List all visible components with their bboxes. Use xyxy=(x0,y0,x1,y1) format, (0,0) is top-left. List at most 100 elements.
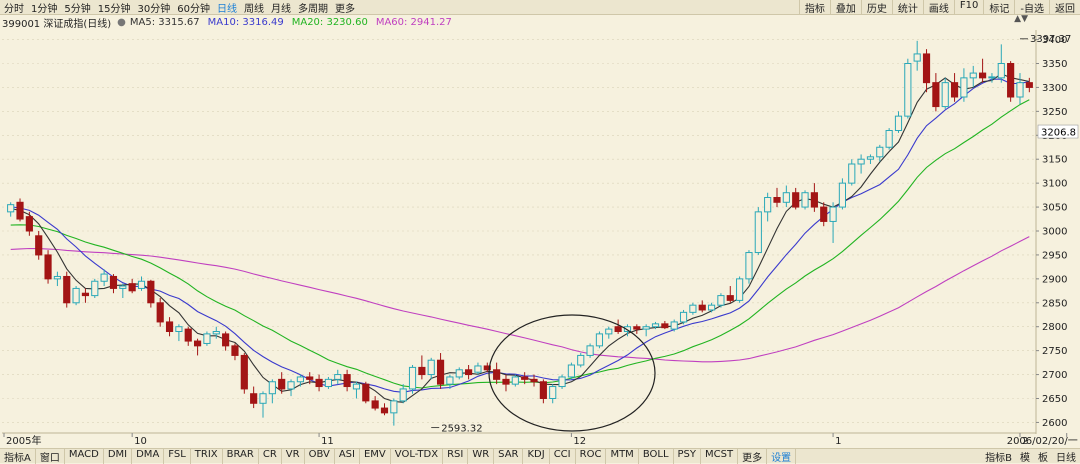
candle-body xyxy=(222,333,230,347)
bottom-right-button[interactable]: 指标B xyxy=(985,452,1012,464)
candle-body xyxy=(250,393,258,404)
period-tab[interactable]: 更多 xyxy=(334,3,355,15)
candle-body xyxy=(773,197,781,203)
indicator-tab[interactable]: SAR xyxy=(494,448,524,464)
indicator-tab[interactable]: BOLL xyxy=(639,448,674,464)
indicator-tab[interactable]: VOL-TDX xyxy=(391,448,444,464)
indicator-tab[interactable]: 指标A xyxy=(0,448,36,464)
candle-body xyxy=(605,328,613,335)
candle-body xyxy=(296,376,304,383)
indicator-tab[interactable]: OBV xyxy=(305,448,335,464)
current-price-label: 3206.8 xyxy=(1041,128,1076,139)
y-tick-label: 3350 xyxy=(1042,59,1067,70)
indicator-tab[interactable]: MACD xyxy=(65,448,104,464)
indicator-tab[interactable]: VR xyxy=(282,448,305,464)
candle-body xyxy=(44,254,52,280)
tool-button[interactable]: 画线 xyxy=(922,0,954,15)
period-tab[interactable]: 分时 xyxy=(4,3,24,15)
bottom-right-button[interactable]: 模 xyxy=(1020,452,1030,464)
indicator-tab[interactable]: 窗口 xyxy=(36,448,65,464)
period-tab[interactable]: 60分钟 xyxy=(177,3,210,15)
candle-body xyxy=(577,354,585,366)
candle-body xyxy=(455,369,463,378)
ma-value: MA10: 3316.49 xyxy=(207,16,284,28)
ma-legend: MA5: 3315.67 MA10: 3316.49 MA20: 3230.60 MA… xyxy=(130,17,460,28)
indicator-tab[interactable]: DMA xyxy=(132,448,165,464)
candle-body xyxy=(801,192,809,208)
indicator-tab[interactable]: CR xyxy=(259,448,282,464)
indicator-tab[interactable]: MCST xyxy=(701,448,739,464)
tool-button[interactable]: 统计 xyxy=(891,0,923,15)
candle-body xyxy=(259,393,267,404)
indicator-tab[interactable]: BRAR xyxy=(223,448,259,464)
highlight-ellipse xyxy=(488,314,656,432)
annotations: 3397.37 2593.32 xyxy=(431,34,1071,435)
candle-body xyxy=(474,365,482,373)
period-tab[interactable]: 周线 xyxy=(243,3,264,15)
ma60-line xyxy=(10,236,1030,363)
tool-button[interactable]: F10 xyxy=(953,0,983,15)
x-tick-label: 2005年 xyxy=(6,434,41,447)
indicator-tab[interactable]: ASI xyxy=(335,448,360,464)
candle-body xyxy=(549,386,557,399)
candle-body xyxy=(128,283,136,292)
indicator-tab[interactable]: PSY xyxy=(674,448,702,464)
candle-body xyxy=(231,345,239,356)
candle-body xyxy=(72,287,80,304)
tool-button[interactable]: 标记 xyxy=(983,0,1014,15)
indicator-tab[interactable]: 设置 xyxy=(767,448,797,464)
tool-button[interactable]: -自选 xyxy=(1014,0,1049,15)
tool-button[interactable]: 指标 xyxy=(798,0,830,15)
indicator-tab[interactable]: FSL xyxy=(164,448,191,464)
candle-body xyxy=(979,72,987,79)
candle-body xyxy=(857,158,865,165)
indicator-tab[interactable]: DMI xyxy=(104,448,133,464)
period-tab[interactable]: 日线 xyxy=(216,3,237,15)
y-tick-label: 3300 xyxy=(1042,83,1067,94)
period-tab[interactable]: 15分钟 xyxy=(97,3,131,15)
gear-icon[interactable]: ● xyxy=(117,16,126,28)
period-tab[interactable]: 多周期 xyxy=(297,3,328,15)
indicator-tab[interactable]: KDJ xyxy=(523,448,550,464)
y-tick-label: 3050 xyxy=(1042,203,1067,214)
candle-body xyxy=(1025,82,1033,88)
candle-body xyxy=(736,278,744,301)
indicator-tab[interactable]: ROC xyxy=(576,448,607,464)
candle-body xyxy=(137,280,146,289)
candle-body xyxy=(969,72,977,79)
scroll-arrows-icon[interactable]: ▲▼ xyxy=(1014,14,1028,24)
tool-button[interactable]: 返回 xyxy=(1049,0,1080,15)
candle-body xyxy=(324,378,333,388)
candle-body xyxy=(614,326,622,333)
tool-button[interactable]: 历史 xyxy=(860,0,892,15)
candle-body xyxy=(1007,63,1015,98)
indicator-tab[interactable]: WR xyxy=(468,448,495,464)
candle-body xyxy=(661,323,669,329)
indicator-tab[interactable]: MTM xyxy=(606,448,639,464)
period-tab[interactable]: 1分钟 xyxy=(31,3,58,15)
bottom-right-button[interactable]: 板 xyxy=(1038,452,1048,464)
indicator-tab[interactable]: RSI xyxy=(443,448,469,464)
ma-value: MA20: 3230.60 xyxy=(291,16,368,28)
tool-button[interactable]: 叠加 xyxy=(829,0,861,15)
candle-body xyxy=(371,400,379,409)
candle-body xyxy=(848,163,856,184)
period-tab[interactable]: 月线 xyxy=(270,3,291,15)
indicator-tab[interactable]: TRIX xyxy=(191,448,223,464)
candle-body xyxy=(539,381,547,399)
x-tick-label: 10 xyxy=(134,436,147,447)
indicator-tab[interactable]: EMV xyxy=(360,448,391,464)
indicator-tab[interactable]: CCI xyxy=(550,448,576,464)
indicator-tab[interactable]: 更多 xyxy=(738,448,768,464)
y-tick-label: 2700 xyxy=(1042,370,1067,381)
candle-body xyxy=(866,156,875,160)
period-toolbar: 分时 1分钟 5分钟 15分钟 30分钟 60分钟 日线 周线 月线 多周期 更多 指标 叠加 历史 统计… xyxy=(0,0,1080,15)
candle-body xyxy=(922,53,931,84)
bottom-right-button[interactable]: 日线 xyxy=(1056,452,1076,464)
candle-body xyxy=(493,369,501,380)
y-tick-label: 2600 xyxy=(1042,418,1067,429)
candle-body xyxy=(35,235,43,256)
period-tab[interactable]: 30分钟 xyxy=(137,3,171,15)
period-tab[interactable]: 5分钟 xyxy=(64,3,91,15)
